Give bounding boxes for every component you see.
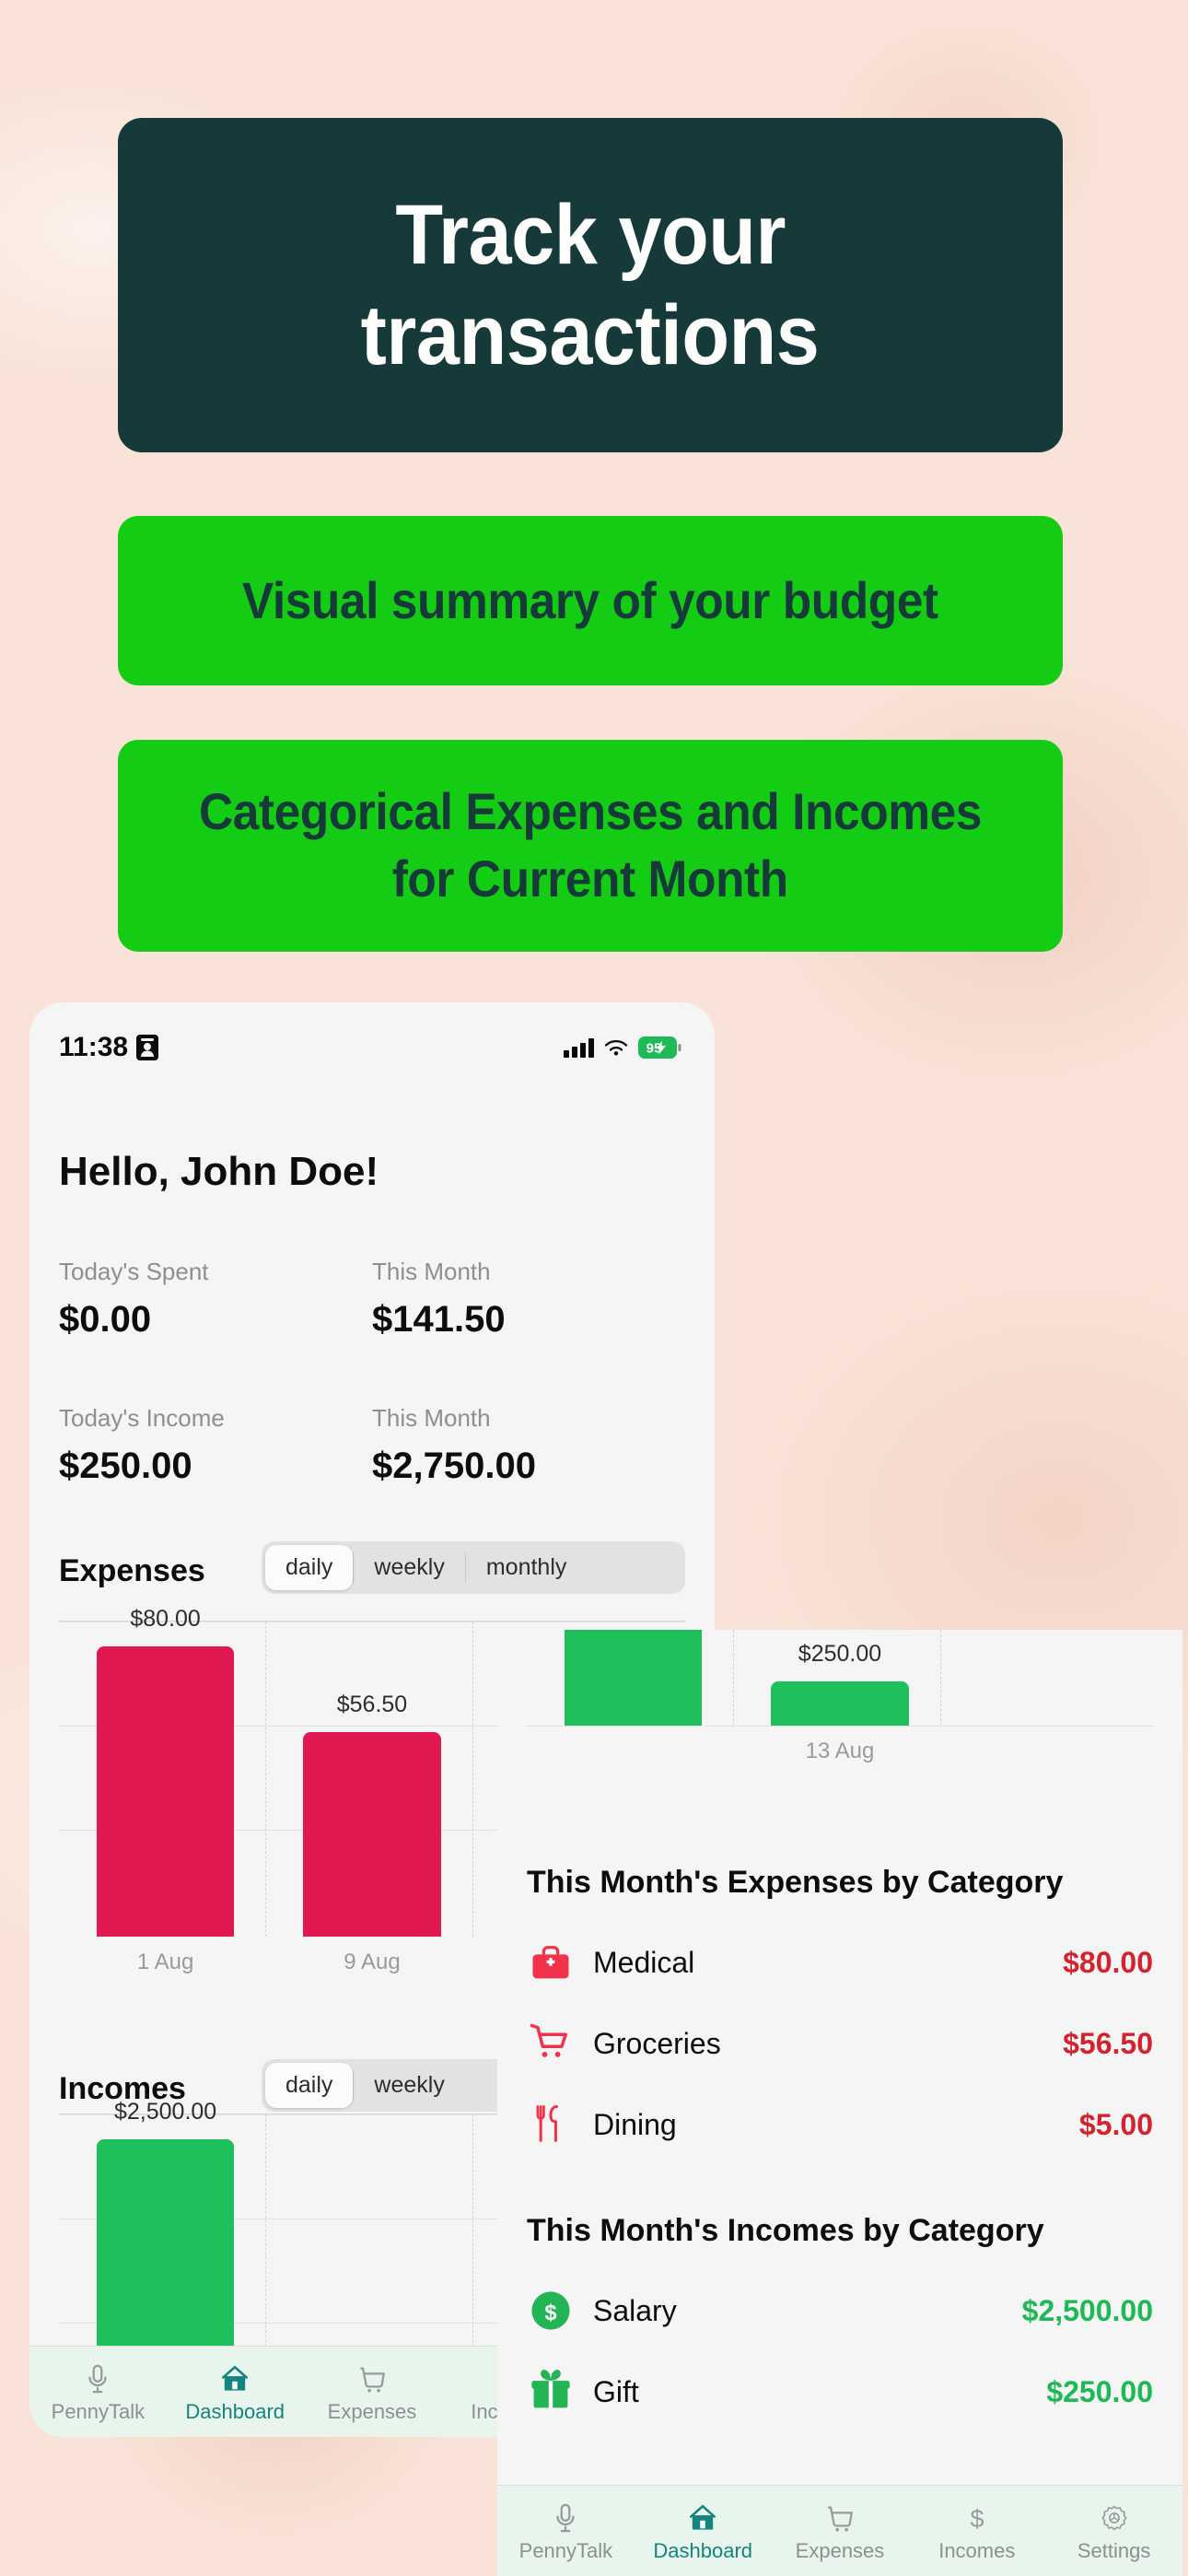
svg-text:$: $ bbox=[544, 2301, 556, 2325]
svg-text:$: $ bbox=[970, 2505, 984, 2533]
